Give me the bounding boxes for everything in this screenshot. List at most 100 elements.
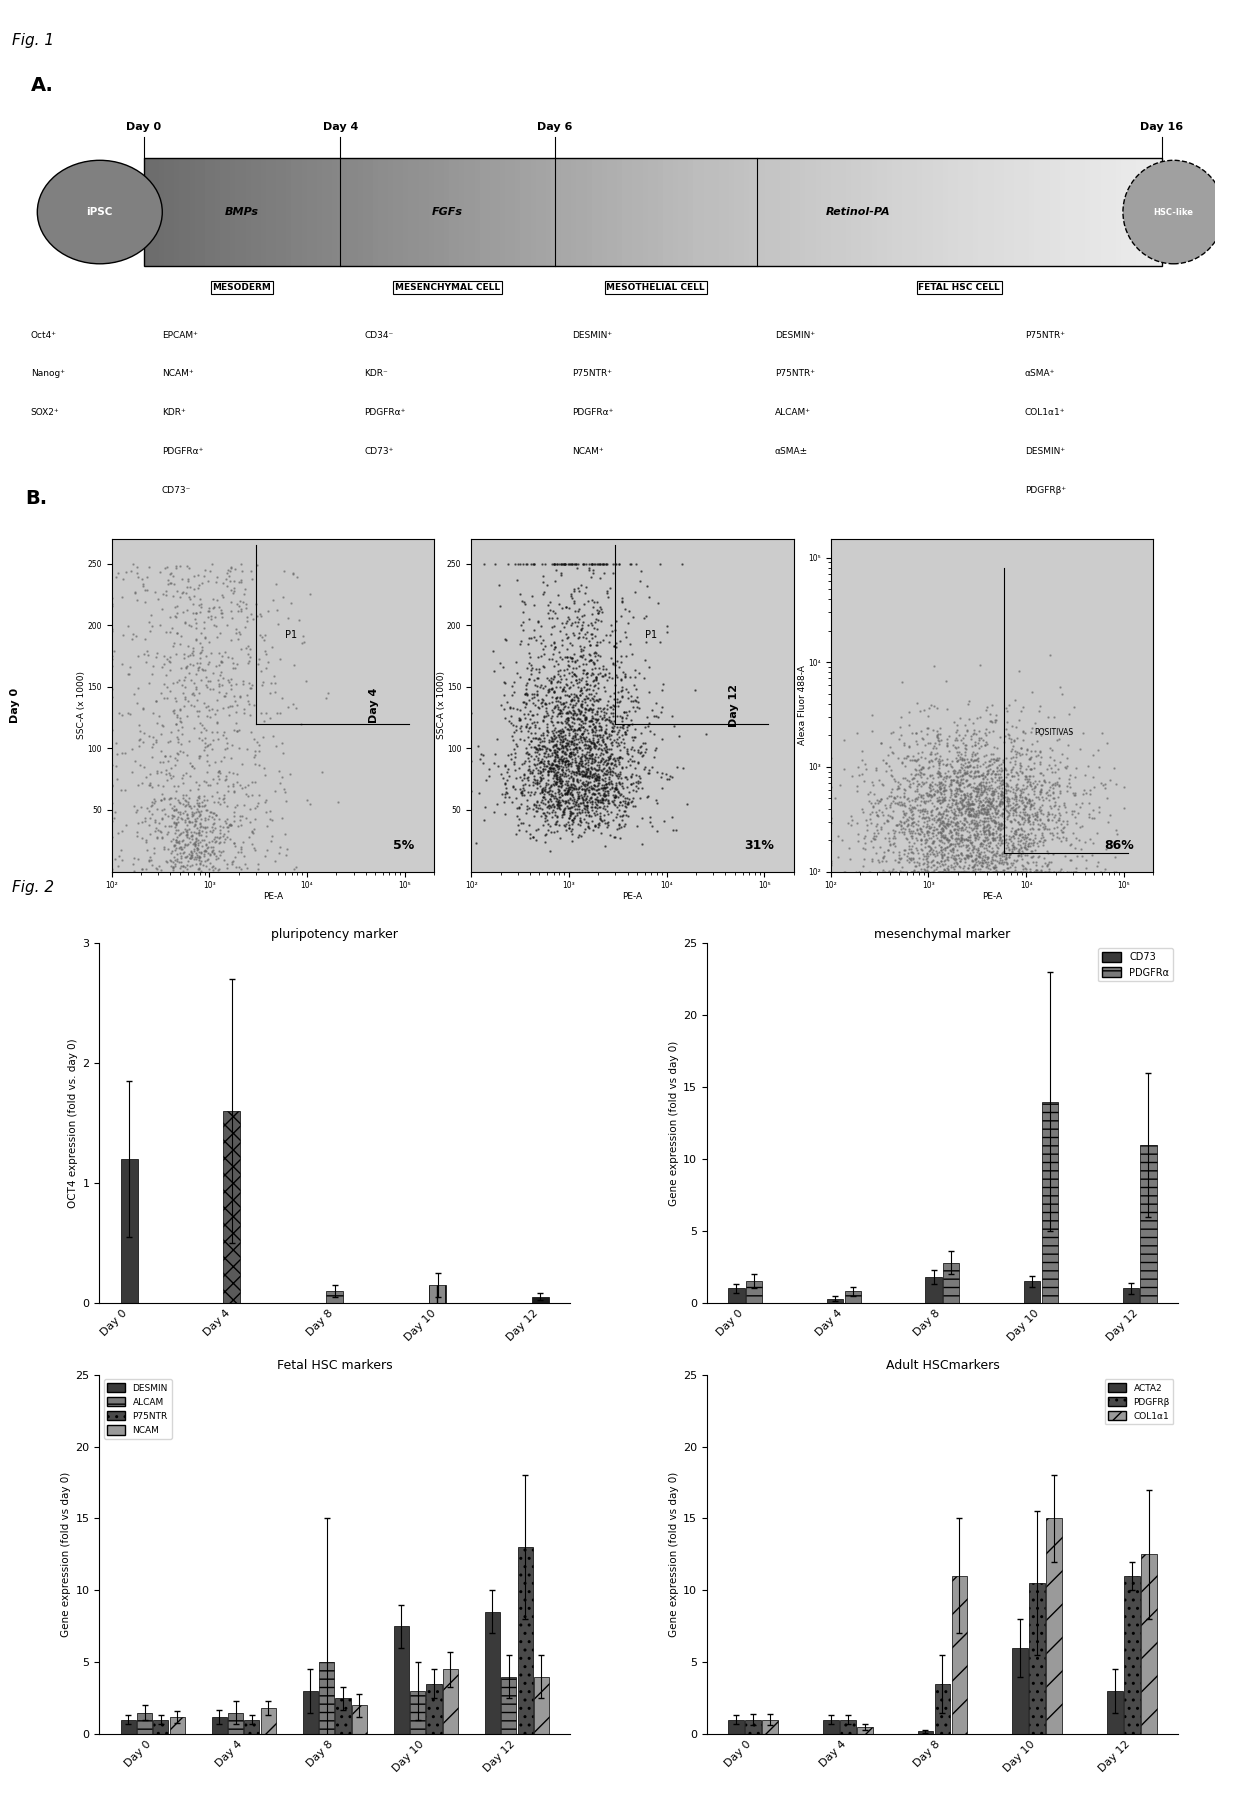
- Point: [606, 760, 626, 789]
- Point: [930, 762, 950, 791]
- Point: [978, 755, 998, 783]
- Point: [1013, 694, 1033, 722]
- Point: [905, 762, 925, 791]
- Point: [998, 857, 1018, 886]
- Point: [932, 816, 952, 845]
- Point: [994, 778, 1014, 807]
- Point: [1066, 791, 1086, 819]
- Point: [197, 785, 217, 814]
- Point: [1040, 848, 1060, 877]
- Point: [532, 685, 552, 713]
- Point: [986, 760, 1006, 789]
- Point: [599, 755, 619, 783]
- Point: [595, 737, 615, 766]
- Bar: [1055, 158, 1061, 266]
- Point: [908, 760, 928, 789]
- Legend: ACTA2, PDGFRβ, COL1α1: ACTA2, PDGFRβ, COL1α1: [1105, 1380, 1173, 1425]
- Point: [913, 857, 932, 886]
- Point: [911, 755, 931, 783]
- Point: [921, 812, 941, 841]
- Point: [866, 798, 885, 827]
- Point: [914, 819, 934, 848]
- Point: [606, 762, 626, 791]
- Point: [625, 722, 645, 751]
- Point: [1021, 791, 1040, 819]
- Point: [190, 792, 210, 821]
- Point: [498, 762, 518, 791]
- Point: [588, 748, 608, 776]
- Point: [549, 717, 569, 746]
- Point: [208, 677, 228, 706]
- Point: [946, 717, 966, 746]
- Point: [578, 798, 598, 827]
- Point: [611, 676, 631, 704]
- Point: [584, 771, 604, 800]
- Point: [884, 766, 904, 794]
- Point: [572, 692, 591, 721]
- Point: [992, 769, 1012, 798]
- Point: [584, 798, 604, 827]
- Point: [495, 780, 515, 809]
- Point: [196, 642, 216, 670]
- Point: [578, 746, 598, 775]
- Point: [968, 800, 988, 828]
- Point: [180, 843, 200, 872]
- Point: [573, 751, 593, 780]
- Point: [914, 769, 934, 798]
- Point: [165, 852, 185, 881]
- Point: [556, 769, 575, 798]
- Point: [549, 724, 569, 753]
- Point: [167, 816, 187, 845]
- Point: [171, 827, 191, 855]
- Point: [996, 827, 1016, 855]
- Point: [200, 816, 219, 845]
- Point: [556, 721, 575, 749]
- Point: [582, 685, 601, 713]
- Point: [1011, 832, 1030, 861]
- Point: [588, 674, 608, 703]
- Point: [547, 751, 567, 780]
- Point: [180, 792, 200, 821]
- Bar: [846, 158, 852, 266]
- Point: [557, 670, 577, 699]
- Point: [1042, 753, 1061, 782]
- Point: [118, 659, 138, 688]
- Point: [1060, 846, 1080, 875]
- Point: [486, 740, 506, 769]
- Point: [987, 837, 1007, 866]
- Point: [594, 778, 614, 807]
- Point: [563, 722, 583, 751]
- Point: [986, 706, 1006, 735]
- Point: [558, 699, 578, 728]
- Point: [589, 721, 609, 749]
- Point: [637, 571, 657, 600]
- Point: [145, 807, 165, 836]
- Point: [904, 855, 924, 884]
- Point: [533, 782, 553, 810]
- Point: [105, 798, 125, 827]
- Point: [950, 827, 970, 855]
- Point: [186, 827, 206, 855]
- Point: [257, 640, 277, 668]
- Point: [1007, 758, 1027, 787]
- Point: [569, 757, 589, 785]
- Point: [580, 787, 600, 816]
- Point: [956, 843, 976, 872]
- Point: [1039, 773, 1059, 801]
- Point: [947, 776, 967, 805]
- Point: [136, 562, 156, 591]
- Bar: [632, 158, 639, 266]
- Point: [568, 798, 588, 827]
- Point: [965, 832, 985, 861]
- Point: [236, 633, 255, 661]
- Point: [1021, 717, 1040, 746]
- Point: [585, 622, 605, 651]
- Point: [227, 708, 247, 737]
- Point: [972, 778, 992, 807]
- Point: [564, 686, 584, 715]
- Point: [221, 810, 241, 839]
- Point: [181, 841, 201, 870]
- Point: [1048, 769, 1068, 798]
- Point: [294, 627, 314, 656]
- Point: [552, 731, 572, 760]
